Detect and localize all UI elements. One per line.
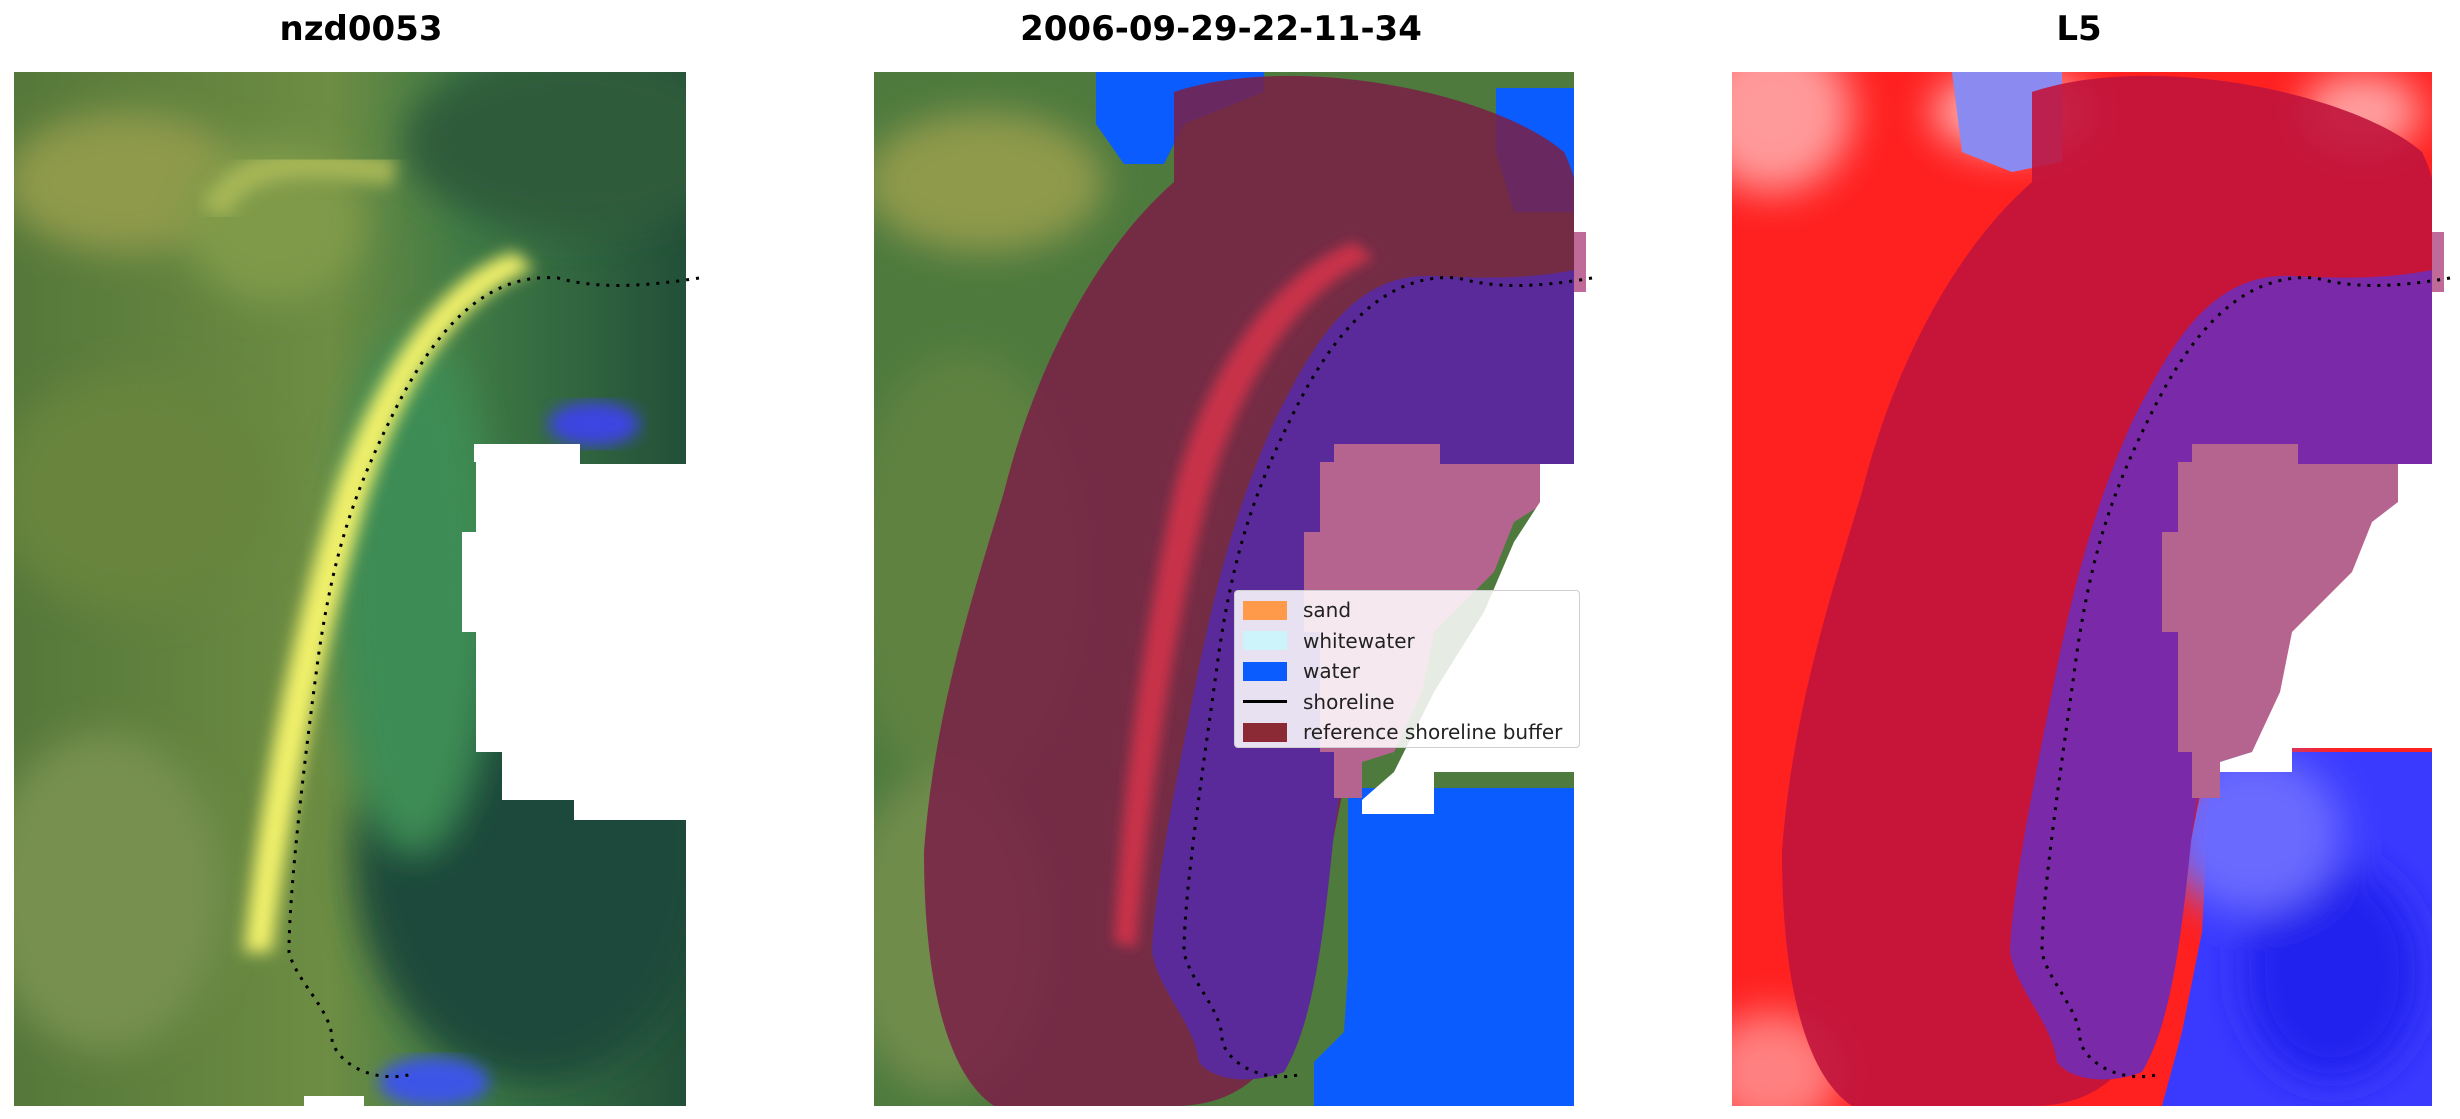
panel-title-rgb: nzd0053 (279, 9, 443, 49)
legend-label: whitewater (1303, 628, 1415, 653)
rgb-imagery (14, 72, 714, 1106)
legend-item-sand: sand (1235, 595, 1579, 626)
legend-label: reference shoreline buffer (1303, 720, 1563, 745)
index-panel (1732, 72, 2452, 1106)
legend-item-buffer: reference shoreline buffer (1235, 717, 1579, 748)
shoreline-path (287, 276, 700, 1079)
legend-item-shoreline: shoreline (1235, 687, 1579, 718)
rgb-image-panel (14, 72, 714, 1106)
panel-title-classification: 2006-09-29-22-11-34 (1020, 9, 1422, 49)
legend-label: water (1303, 659, 1360, 684)
panel-title-index: L5 (2056, 9, 2102, 49)
legend: sand whitewater water shoreline referenc… (1234, 590, 1580, 748)
legend-item-whitewater: whitewater (1235, 626, 1579, 657)
classified-imagery (874, 72, 1581, 1106)
index-imagery (1732, 72, 2439, 1106)
buffer-swatch-icon (1243, 722, 1287, 742)
shoreline-line-icon (1243, 700, 1287, 704)
legend-label: sand (1303, 598, 1352, 623)
nodata-mask (304, 72, 714, 1106)
classification-panel (874, 72, 1594, 1106)
sand-swatch-icon (1243, 600, 1287, 620)
nodata-mask (2220, 72, 2452, 1106)
legend-item-water: water (1235, 656, 1579, 687)
water-swatch-icon (1243, 661, 1287, 681)
whitewater-swatch-icon (1243, 631, 1287, 651)
legend-label: shoreline (1303, 689, 1395, 714)
